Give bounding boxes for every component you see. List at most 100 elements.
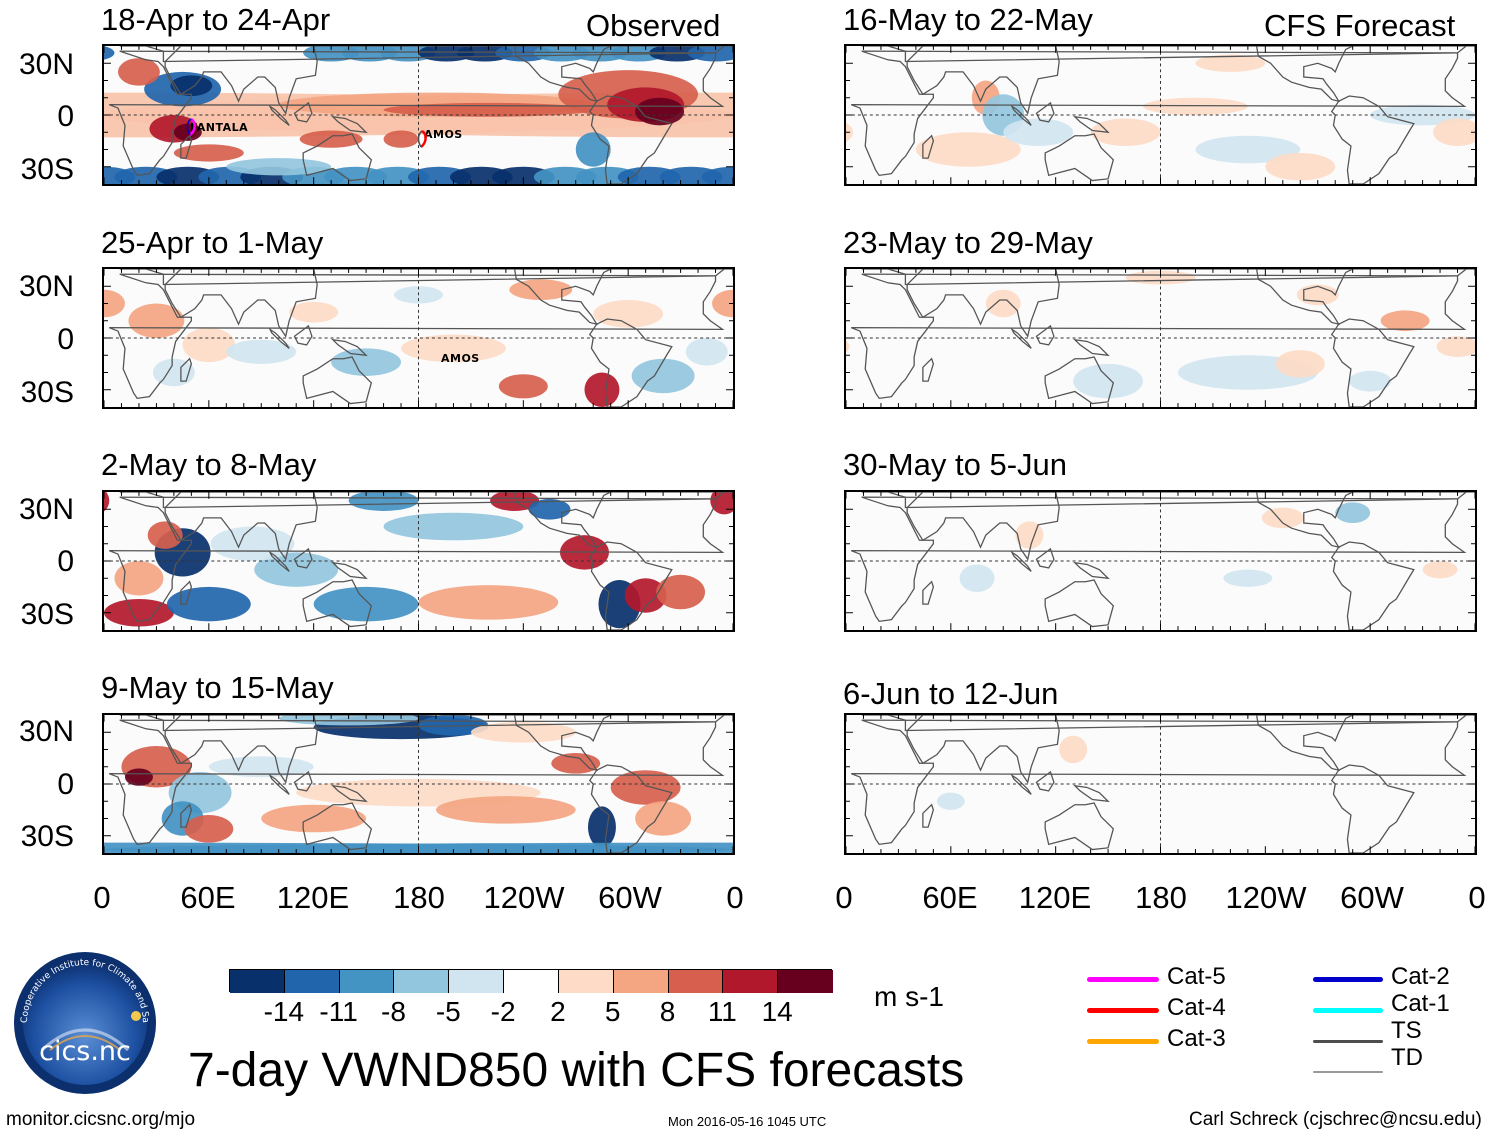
anomaly-shading [184, 815, 234, 843]
legend-col-2: Cat-2 Cat-1 TS TD [1313, 965, 1503, 1075]
anomaly-shading [313, 586, 419, 622]
map-svg [846, 269, 1475, 407]
anomaly-shading [299, 130, 363, 148]
anomaly-shading [470, 721, 576, 743]
coastline [513, 492, 611, 549]
forecast-period-2: 23-May to 29-May [843, 225, 1093, 260]
colorbar-tick-label: 11 [707, 996, 737, 1027]
anomaly-shading [128, 303, 185, 338]
anomaly-shading [1059, 735, 1088, 764]
coastline [1044, 802, 1115, 851]
lon-label-0: 0 [93, 880, 111, 915]
anomaly-shading [1073, 363, 1144, 399]
colorbar-cell [668, 970, 724, 993]
lon-label-120w: 120W [483, 880, 565, 915]
coastline [108, 719, 725, 846]
observed-map-2 [102, 267, 735, 409]
anomaly-shading [1296, 284, 1339, 306]
coastline [850, 496, 1467, 623]
cics-logo-graphic: Cooperative Institute for Climate and Sa… [9, 943, 156, 1094]
colorbar-cell [613, 970, 669, 993]
lat-label-eq: 0 [57, 100, 74, 133]
map-svg [846, 715, 1475, 853]
observed-period-3: 2-May to 8-May [101, 447, 317, 482]
lat-label-30n: 30N [18, 270, 74, 303]
coastline [1010, 327, 1032, 349]
anomaly-shading [1265, 152, 1336, 181]
colorbar-cell [778, 970, 833, 993]
coastline [1010, 550, 1032, 572]
lon-label-180: 180 [393, 880, 445, 915]
anomaly-shading [528, 498, 571, 520]
anomaly-shading [498, 374, 548, 399]
coastline [1044, 133, 1115, 182]
coastline [1073, 115, 1110, 134]
coastline [119, 46, 733, 63]
anomaly-shading [687, 46, 733, 62]
colorbar-tick-label: -2 [490, 996, 516, 1027]
coastline [293, 770, 313, 792]
coastline [331, 561, 368, 580]
coastline [1073, 561, 1110, 580]
anomaly-shading [1380, 310, 1430, 332]
forecast-header: CFS Forecast [1264, 8, 1456, 43]
lon-label-60w: 60W [598, 880, 662, 915]
coastline [850, 50, 1467, 177]
legend-swatch-td [1313, 1071, 1383, 1073]
anomaly-shading [915, 132, 1021, 167]
observed-period-4: 9-May to 15-May [101, 670, 334, 705]
coastline [331, 338, 368, 357]
coastline [922, 803, 935, 828]
colorbar-cell [504, 970, 559, 993]
coastline [906, 46, 1060, 115]
coastline [850, 719, 1467, 846]
anomaly-shading [1195, 135, 1301, 164]
colorbar-tick-label: 14 [761, 996, 793, 1027]
lon-label-60e: 60E [180, 880, 236, 915]
legend-label-cat-3: Cat-3 [1167, 1025, 1226, 1052]
anomaly-shading [289, 301, 339, 323]
forecast-map-4 [844, 713, 1477, 855]
lat-label-30n: 30N [18, 493, 74, 526]
coastline [108, 273, 725, 400]
colorbar-cell [394, 970, 450, 993]
coastline [1255, 269, 1353, 326]
anomaly-shading [254, 552, 339, 587]
anomaly-shading [1349, 370, 1392, 392]
storm-label-fantala: FANTALA [190, 121, 249, 134]
lon-label-0-end: 0 [1468, 880, 1486, 915]
coastline [108, 50, 725, 177]
footer-url[interactable]: monitor.cicsnc.org/mjo [6, 1109, 196, 1130]
map-svg [104, 46, 733, 184]
lat-label-eq: 0 [57, 323, 74, 356]
coastline [850, 273, 1467, 400]
observed-map-1 [102, 44, 735, 186]
anomaly-shading [348, 492, 419, 511]
lon-label-180: 180 [1135, 880, 1187, 915]
anomaly-shading [1422, 561, 1458, 579]
anomaly-shading [1433, 118, 1475, 147]
colorbar-tick-label: -5 [435, 996, 461, 1027]
lon-label-120e: 120E [276, 880, 350, 915]
legend-label-cat-4: Cat-4 [1167, 994, 1226, 1021]
coastline [180, 134, 193, 159]
anomaly-shading [635, 97, 685, 126]
anomaly-shading [631, 358, 695, 394]
coastline [1255, 492, 1353, 549]
lat-label-eq: 0 [57, 545, 74, 578]
coastline [1010, 773, 1032, 795]
lat-label-30n: 30N [18, 48, 74, 81]
colorbar-cell [449, 970, 505, 993]
lat-label-30s: 30S [20, 153, 74, 186]
map-svg [104, 269, 733, 407]
anomaly-shading [104, 46, 115, 60]
anomaly-shading [435, 796, 576, 824]
anomaly-shading [331, 348, 402, 376]
lat-label-30s: 30S [20, 598, 74, 631]
coastline [861, 269, 1475, 286]
coastline [1330, 541, 1415, 630]
anomaly-shading [166, 586, 251, 622]
storm-track-marker [416, 129, 428, 148]
colorbar [229, 969, 833, 993]
anomaly-shading [401, 334, 506, 363]
